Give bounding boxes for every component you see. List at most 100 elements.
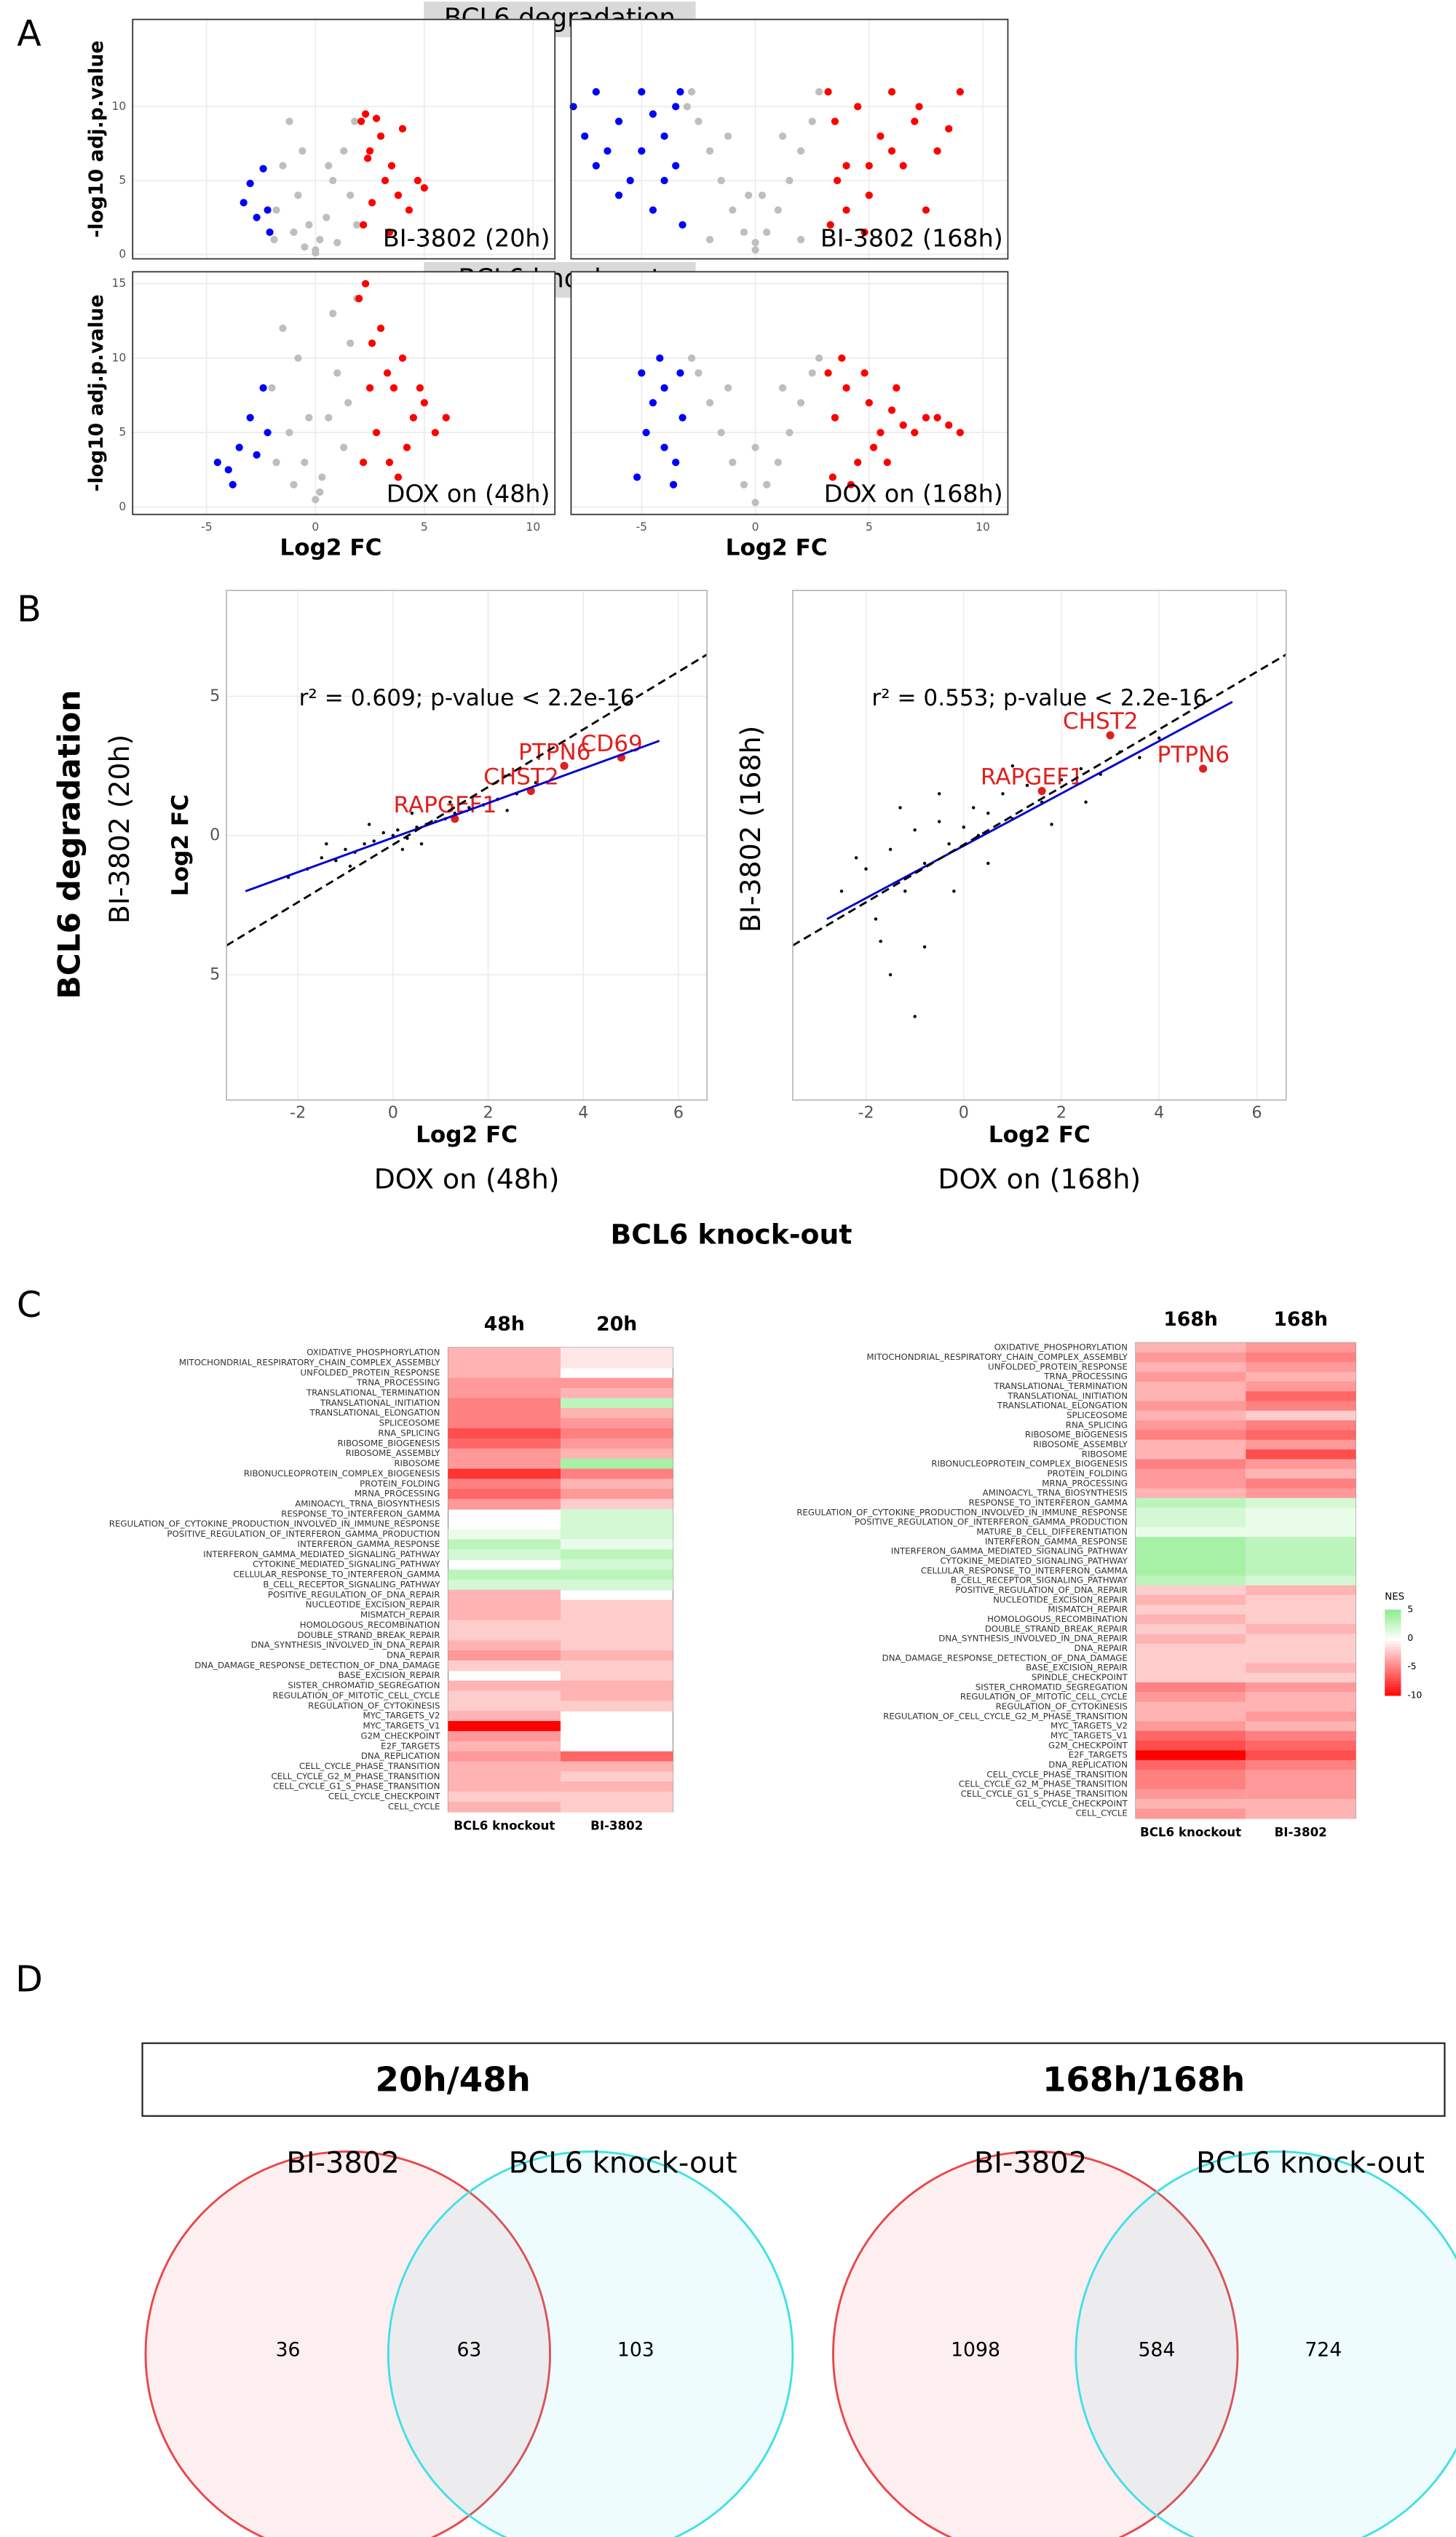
heatmap-cell (1246, 1663, 1356, 1674)
point (229, 480, 237, 488)
row-label: DOUBLE_STRAND_BREAK_REPAIR (985, 1623, 1128, 1634)
point (860, 228, 869, 237)
point (614, 191, 623, 199)
point (911, 117, 919, 125)
point (353, 221, 361, 229)
row-label: DNA_REPAIR (1074, 1643, 1127, 1653)
gene-label: CD69 (581, 731, 643, 757)
point (1138, 756, 1142, 759)
gene-label: CHST2 (483, 764, 559, 791)
fit-line (826, 700, 1233, 920)
heatmap-cell (1136, 1556, 1246, 1567)
point (416, 384, 424, 392)
row-label: TRANSLATIONAL_ELONGATION (997, 1401, 1128, 1411)
row-label: REGULATION_OF_CYTOKINE_PRODUCTION_INVOLV… (109, 1519, 440, 1529)
plot-frame (132, 18, 556, 260)
point (419, 842, 424, 846)
point (279, 324, 287, 333)
heatmap-cell (561, 1680, 673, 1692)
heatmap-cell (1136, 1663, 1246, 1674)
heatmap-cell (561, 1792, 673, 1802)
heatmap-cell (448, 1408, 561, 1419)
point (815, 88, 823, 96)
row-label: SPINDLE_CHECKPOINT (1032, 1672, 1128, 1682)
point (824, 369, 832, 377)
heatmap-cell (448, 1781, 561, 1792)
point (285, 429, 293, 437)
row-label: AMINOACYL_TRNA_BIOSYNTHESIS (295, 1499, 440, 1509)
x-tick-label: -5 (636, 521, 648, 534)
heatmap-cell (1246, 1750, 1356, 1761)
heatmap-cell (561, 1610, 673, 1621)
x-tick-label: 5 (866, 521, 873, 534)
heatmap-cell (1246, 1799, 1356, 1810)
heatmap-cell (1246, 1711, 1356, 1722)
point (842, 162, 850, 170)
point (320, 856, 324, 860)
point (796, 147, 805, 155)
row-label: NUCLEOTIDE_EXCISION_REPAIR (993, 1594, 1128, 1604)
fit-line (226, 653, 708, 947)
legend-swatch (1385, 1684, 1401, 1687)
row-label: CYTOKINE_MEDIATED_SIGNALING_PATHWAY (941, 1556, 1128, 1566)
column-title: 48h (484, 1313, 525, 1336)
point (592, 162, 600, 170)
legend-swatch (1385, 1615, 1401, 1619)
column-label: BI-3802 (590, 1818, 643, 1832)
row-label: B_CELL_RECEPTOR_SIGNALING_PATHWAY (951, 1575, 1128, 1586)
heatmap-cell (561, 1458, 673, 1470)
heatmap-cell (448, 1721, 561, 1732)
plot-area (132, 19, 555, 259)
heatmap-cell (1246, 1808, 1356, 1819)
heatmap-cell (1136, 1352, 1246, 1363)
row-label: E2F_TARGETS (381, 1741, 440, 1751)
plot-area (571, 19, 1008, 259)
point (372, 839, 376, 843)
heatmap-cell (1136, 1468, 1246, 1479)
heatmap-cell (448, 1589, 561, 1601)
point (301, 458, 309, 467)
point (826, 221, 834, 229)
row-label: DNA_REPLICATION (361, 1751, 440, 1761)
point (899, 421, 907, 430)
point (751, 246, 759, 254)
legend-swatch (1385, 1687, 1401, 1690)
point (887, 147, 896, 155)
x-tick-label: 0 (959, 1103, 969, 1122)
heatmap-cell (1246, 1556, 1356, 1567)
heatmap-cell (1246, 1488, 1356, 1499)
heatmap-cell (561, 1690, 673, 1702)
legend-tick-label: 0 (1407, 1633, 1413, 1643)
point (865, 399, 873, 407)
point (838, 354, 846, 363)
point (660, 384, 668, 392)
point (649, 399, 657, 407)
point (235, 443, 243, 451)
point (323, 213, 331, 221)
row-label: B_CELL_RECEPTOR_SIGNALING_PATHWAY (263, 1579, 440, 1589)
point (347, 339, 355, 347)
heatmap-cell (448, 1357, 561, 1369)
point (642, 429, 650, 437)
point (560, 761, 569, 770)
point (860, 369, 869, 377)
point (922, 413, 930, 421)
heatmap-cell (1136, 1770, 1246, 1781)
heatmap-cell (1246, 1672, 1356, 1683)
legend-swatch (1385, 1618, 1401, 1622)
row-label: CYTOKINE_MEDIATED_SIGNALING_PATHWAY (253, 1559, 440, 1570)
x-tick-label: 0 (312, 521, 319, 534)
row-label: SISTER_CHROMATID_SEGREGATION (288, 1680, 440, 1690)
point (831, 413, 839, 421)
row-label: CELL_CYCLE_G2_M_PHASE_TRANSITION (959, 1779, 1128, 1789)
point (360, 458, 368, 467)
point (389, 384, 398, 392)
point (913, 1015, 917, 1018)
row-label: MITOCHONDRIAL_RESPIRATORY_CHAIN_COMPLEX_… (179, 1357, 440, 1367)
row-label: MYC_TARGETS_V1 (1051, 1730, 1128, 1741)
point (442, 413, 450, 421)
point (778, 132, 787, 140)
point (971, 806, 976, 810)
point (213, 458, 221, 467)
point (360, 221, 368, 229)
